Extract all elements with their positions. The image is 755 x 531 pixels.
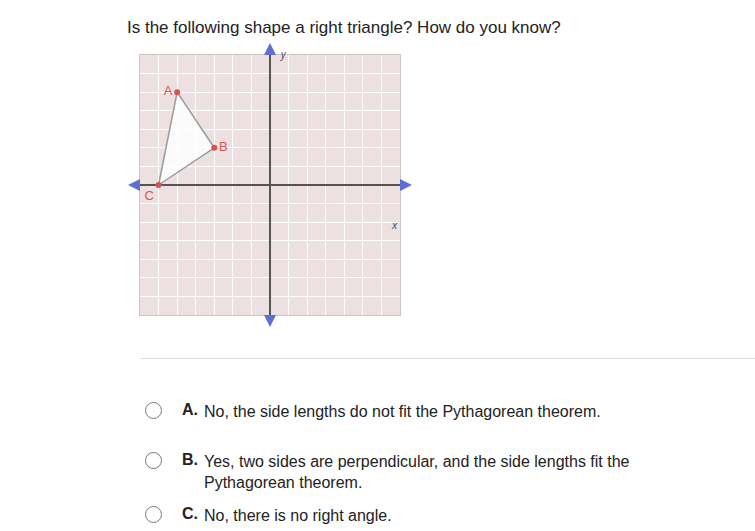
- svg-text:C: C: [144, 188, 153, 203]
- svg-text:A: A: [164, 83, 173, 98]
- svg-text:B: B: [219, 139, 228, 154]
- html-text:B.: B.: [182, 451, 198, 468]
- html-text:No, the side lengths do not fi: No, the side lengths do not fit the Pyth…: [204, 403, 601, 420]
- svg-text:y: y: [280, 47, 287, 61]
- html-text:Yes, two sides are perpendicul: Yes, two sides are perpendicular, and th…: [204, 453, 630, 491]
- html-text:C.: C.: [182, 505, 198, 522]
- html-text:A.: A.: [182, 401, 198, 418]
- html-text:No, there is no right angle.: No, there is no right angle.: [204, 507, 392, 524]
- svg-text:x: x: [391, 217, 398, 232]
- html-text:Is the following shape a right: Is the following shape a right triangle?…: [127, 18, 561, 37]
